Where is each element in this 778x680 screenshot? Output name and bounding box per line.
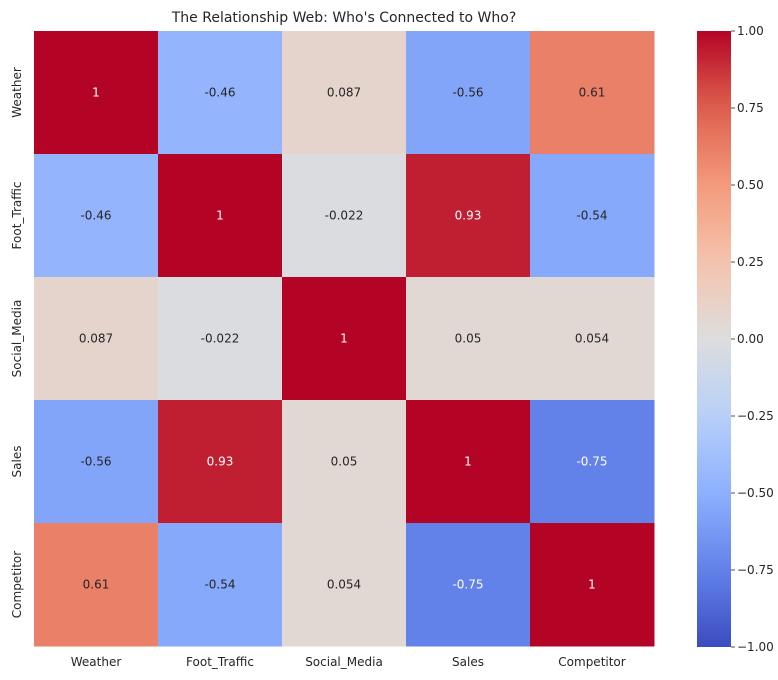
cell-value-label: 1	[92, 86, 100, 100]
heatmap-cell	[34, 31, 159, 155]
heatmap-cell	[530, 154, 655, 278]
heatmap-cell	[158, 400, 283, 524]
heatmap-cell	[34, 277, 159, 401]
heatmap-cell	[34, 400, 159, 524]
cell-value-label: -0.75	[576, 455, 607, 469]
heatmap-cell-labels: 1 -0.46 0.087 -0.56 0.61 -0.46 1 -0.022 0.93 -0.5…	[79, 86, 609, 592]
x-tick-label: Weather	[71, 655, 122, 669]
heatmap-cell	[158, 154, 283, 278]
chart-title: The Relationship Web: Who's Connected to…	[171, 10, 517, 26]
colorbar-tick-label: 0.75	[737, 101, 764, 115]
cell-value-label: 0.93	[207, 455, 234, 469]
cell-value-label: 1	[464, 455, 472, 469]
x-tick-label: Sales	[452, 655, 484, 669]
heatmap-cell	[282, 523, 407, 647]
cell-value-label: -0.46	[80, 209, 111, 223]
cell-value-label: 0.054	[327, 578, 361, 592]
heatmap-cell	[34, 523, 159, 647]
cell-value-label: 0.61	[83, 578, 110, 592]
heatmap-cell	[530, 523, 655, 647]
cell-value-label: -0.54	[204, 578, 235, 592]
x-tick-label: Social_Media	[305, 655, 383, 669]
cell-value-label: 0.054	[575, 332, 609, 346]
cell-value-label: -0.022	[325, 209, 364, 223]
colorbar-tick-label: 1.00	[737, 24, 764, 38]
colorbar-tick-label: 0.00	[737, 332, 764, 346]
heatmap-cell	[282, 400, 407, 524]
heatmap-cell	[406, 277, 531, 401]
y-tick-label: Competitor	[10, 551, 24, 618]
y-tick-label: Social_Media	[10, 300, 24, 378]
heatmap-cells	[34, 31, 655, 647]
x-tick-label: Foot_Traffic	[186, 655, 254, 669]
cell-value-label: 0.61	[579, 86, 606, 100]
heatmap-cell	[282, 277, 407, 401]
colorbar-tick-label: 0.25	[737, 255, 764, 269]
heatmap-cell	[530, 400, 655, 524]
colorbar-tick-label: −0.75	[737, 563, 774, 577]
cell-value-label: -0.56	[80, 455, 111, 469]
heatmap-cell	[530, 277, 655, 401]
cell-value-label: 1	[340, 332, 348, 346]
x-tick-label: Competitor	[558, 655, 625, 669]
cell-value-label: 0.087	[79, 332, 113, 346]
heatmap-cell	[282, 154, 407, 278]
cell-value-label: 1	[216, 209, 224, 223]
colorbar-ticks: 1.00 0.75 0.50 0.25 0.00 −0.25 −0.50 −0.75 −1.00	[731, 24, 774, 654]
heatmap-cell	[158, 523, 283, 647]
heatmap-cell	[406, 400, 531, 524]
cell-value-label: -0.56	[452, 86, 483, 100]
colorbar	[697, 31, 731, 647]
cell-value-label: -0.022	[201, 332, 240, 346]
cell-value-label: 0.087	[327, 86, 361, 100]
cell-value-label: 0.05	[331, 455, 358, 469]
y-tick-label: Sales	[10, 446, 24, 478]
heatmap-cell	[282, 31, 407, 155]
cell-value-label: -0.75	[452, 578, 483, 592]
heatmap-cell	[406, 31, 531, 155]
heatmap-cell	[530, 31, 655, 155]
heatmap-cell	[158, 31, 283, 155]
colorbar-tick-label: −0.25	[737, 409, 774, 423]
heatmap-cell	[34, 154, 159, 278]
heatmap-cell	[406, 523, 531, 647]
colorbar-tick-label: −1.00	[737, 640, 774, 654]
cell-value-label: -0.54	[576, 209, 607, 223]
y-axis-ticks: Weather Foot_Traffic Social_Media Sales Comp…	[10, 67, 24, 618]
heatmap-cell	[158, 277, 283, 401]
x-axis-ticks: Weather Foot_Traffic Social_Media Sales Comp…	[71, 655, 626, 669]
y-tick-label: Foot_Traffic	[10, 182, 24, 250]
cell-value-label: -0.46	[204, 86, 235, 100]
heatmap-cell	[406, 154, 531, 278]
cell-value-label: 1	[588, 578, 596, 592]
cell-value-label: 0.93	[455, 209, 482, 223]
colorbar-tick-label: 0.50	[737, 178, 764, 192]
cell-value-label: 0.05	[455, 332, 482, 346]
colorbar-tick-label: −0.50	[737, 486, 774, 500]
y-tick-label: Weather	[10, 67, 24, 118]
